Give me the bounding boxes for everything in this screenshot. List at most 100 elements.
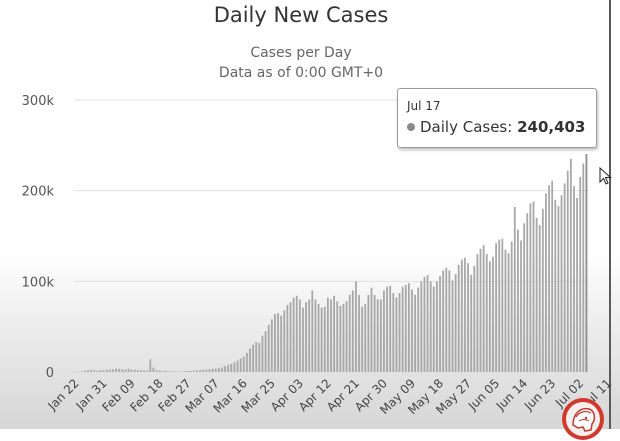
bar-day-153[interactable]: [551, 181, 553, 372]
bar-day-16[interactable]: [125, 369, 127, 372]
bar-day-63[interactable]: [271, 319, 273, 372]
bar-day-151[interactable]: [545, 193, 547, 372]
bar-day-6[interactable]: [93, 370, 95, 372]
bar-day-163[interactable]: [582, 163, 584, 372]
bar-day-39[interactable]: [196, 370, 198, 372]
bar-day-2[interactable]: [81, 371, 83, 372]
bar-day-142[interactable]: [517, 230, 519, 372]
bar-day-116[interactable]: [436, 281, 438, 372]
bar-day-152[interactable]: [548, 185, 550, 372]
bar-day-56[interactable]: [249, 348, 251, 372]
bar-day-10[interactable]: [106, 370, 108, 372]
bar-day-95[interactable]: [371, 288, 373, 372]
bar-day-38[interactable]: [193, 371, 195, 372]
bar-day-67[interactable]: [283, 310, 285, 372]
bar-day-130[interactable]: [480, 249, 482, 372]
bar-day-48[interactable]: [224, 366, 226, 372]
bar-day-110[interactable]: [417, 288, 419, 372]
bar-day-40[interactable]: [199, 370, 201, 372]
bar-day-12[interactable]: [112, 369, 114, 372]
bar-day-32[interactable]: [174, 371, 176, 372]
bar-series[interactable]: [75, 154, 588, 372]
bar-day-5[interactable]: [90, 370, 92, 372]
bar-day-164[interactable]: [586, 154, 588, 372]
bar-day-72[interactable]: [299, 299, 301, 372]
bar-day-85[interactable]: [339, 306, 341, 372]
bar-day-100[interactable]: [386, 287, 388, 372]
bar-day-98[interactable]: [380, 299, 382, 372]
bar-day-26[interactable]: [156, 370, 158, 372]
bar-day-118[interactable]: [442, 270, 444, 372]
bar-day-57[interactable]: [252, 345, 254, 372]
bar-day-91[interactable]: [358, 295, 360, 372]
bar-day-141[interactable]: [514, 207, 516, 372]
bar-day-158[interactable]: [567, 171, 569, 372]
bar-day-128[interactable]: [473, 266, 475, 372]
bar-day-139[interactable]: [508, 253, 510, 372]
bar-day-124[interactable]: [461, 260, 463, 372]
bar-day-89[interactable]: [352, 290, 354, 372]
bar-day-147[interactable]: [533, 202, 535, 372]
bar-day-30[interactable]: [168, 371, 170, 372]
bar-day-66[interactable]: [280, 316, 282, 372]
bar-day-37[interactable]: [190, 371, 192, 372]
bar-day-92[interactable]: [361, 307, 363, 372]
bar-day-109[interactable]: [414, 295, 416, 372]
bar-day-143[interactable]: [520, 241, 522, 372]
bar-day-121[interactable]: [452, 280, 454, 372]
bar-day-42[interactable]: [205, 370, 207, 372]
bar-day-9[interactable]: [103, 370, 105, 372]
bar-day-83[interactable]: [333, 296, 335, 372]
bar-day-81[interactable]: [327, 298, 329, 372]
bar-day-35[interactable]: [184, 371, 186, 372]
bar-day-59[interactable]: [258, 343, 260, 372]
bar-day-41[interactable]: [202, 370, 204, 372]
bar-day-149[interactable]: [539, 225, 541, 372]
bar-day-97[interactable]: [377, 299, 379, 372]
bar-day-29[interactable]: [165, 371, 167, 372]
bar-day-156[interactable]: [561, 195, 563, 372]
bar-day-155[interactable]: [558, 206, 560, 372]
bar-day-86[interactable]: [343, 304, 345, 372]
bar-day-127[interactable]: [470, 275, 472, 372]
bar-day-93[interactable]: [364, 304, 366, 372]
bar-day-19[interactable]: [134, 370, 136, 372]
bar-day-150[interactable]: [542, 209, 544, 372]
bar-day-53[interactable]: [240, 358, 242, 372]
bar-day-46[interactable]: [218, 368, 220, 372]
bar-day-159[interactable]: [570, 159, 572, 372]
bar-day-133[interactable]: [489, 261, 491, 372]
bar-day-104[interactable]: [399, 293, 401, 372]
bar-day-7[interactable]: [96, 371, 98, 372]
bar-day-50[interactable]: [230, 364, 232, 372]
bar-day-96[interactable]: [374, 295, 376, 372]
bar-day-148[interactable]: [536, 218, 538, 372]
bar-day-52[interactable]: [237, 361, 239, 372]
bar-day-44[interactable]: [212, 369, 214, 372]
bar-day-47[interactable]: [221, 367, 223, 372]
bar-day-65[interactable]: [277, 313, 279, 372]
bar-day-135[interactable]: [495, 243, 497, 372]
bar-day-134[interactable]: [492, 257, 494, 372]
bar-day-140[interactable]: [511, 241, 513, 372]
bar-day-80[interactable]: [324, 307, 326, 372]
bar-day-113[interactable]: [427, 275, 429, 372]
bar-day-122[interactable]: [455, 274, 457, 372]
bar-day-71[interactable]: [296, 296, 298, 372]
bar-day-27[interactable]: [159, 370, 161, 372]
bar-day-22[interactable]: [143, 370, 145, 372]
bar-day-74[interactable]: [305, 302, 307, 372]
bar-day-34[interactable]: [181, 371, 183, 372]
bar-day-154[interactable]: [554, 200, 556, 372]
bar-day-55[interactable]: [246, 353, 248, 372]
bar-day-78[interactable]: [318, 304, 320, 372]
bar-day-102[interactable]: [392, 293, 394, 372]
bar-day-60[interactable]: [262, 336, 264, 372]
bar-day-31[interactable]: [171, 371, 173, 372]
bar-day-125[interactable]: [464, 258, 466, 372]
bar-day-103[interactable]: [396, 298, 398, 372]
bar-day-75[interactable]: [308, 299, 310, 372]
bar-day-114[interactable]: [430, 281, 432, 372]
bar-day-24[interactable]: [149, 359, 151, 372]
bar-day-108[interactable]: [411, 289, 413, 372]
